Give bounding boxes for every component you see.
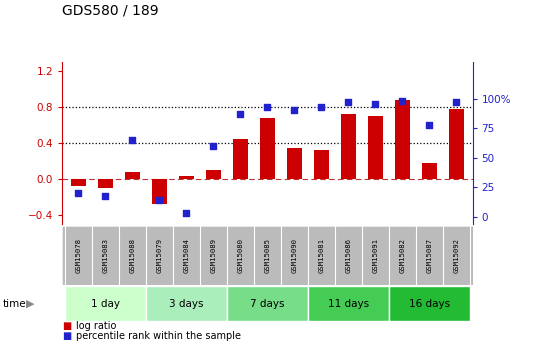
Bar <box>314 150 329 179</box>
Text: GSM15083: GSM15083 <box>102 238 109 273</box>
Point <box>317 105 326 110</box>
Text: 11 days: 11 days <box>328 299 369 308</box>
Bar <box>287 148 302 179</box>
Point <box>236 111 245 117</box>
Text: ▶: ▶ <box>26 299 35 308</box>
Bar <box>179 176 194 179</box>
Text: 16 days: 16 days <box>409 299 450 308</box>
Text: log ratio: log ratio <box>76 321 116 331</box>
Text: GSM15078: GSM15078 <box>75 238 82 273</box>
Point <box>452 100 461 105</box>
Text: ■: ■ <box>62 321 71 331</box>
Bar <box>368 116 383 179</box>
Bar <box>233 139 248 179</box>
Text: GSM15092: GSM15092 <box>453 238 460 273</box>
Bar <box>98 179 113 188</box>
Point <box>263 105 272 110</box>
Bar <box>449 109 464 179</box>
Text: GSM15087: GSM15087 <box>426 238 433 273</box>
Point <box>209 144 218 149</box>
Point <box>74 190 83 196</box>
Bar <box>341 114 356 179</box>
Bar <box>125 172 140 179</box>
Text: GSM15091: GSM15091 <box>372 238 379 273</box>
Text: percentile rank within the sample: percentile rank within the sample <box>76 332 241 341</box>
Text: GSM15086: GSM15086 <box>345 238 352 273</box>
Text: 7 days: 7 days <box>250 299 285 308</box>
Bar <box>395 100 410 179</box>
Text: GDS580 / 189: GDS580 / 189 <box>62 3 159 17</box>
Text: 1 day: 1 day <box>91 299 120 308</box>
Point <box>101 193 110 198</box>
Bar <box>389 286 470 321</box>
Bar <box>206 170 221 179</box>
Point <box>155 198 164 203</box>
Text: ■: ■ <box>62 332 71 341</box>
Text: GSM15085: GSM15085 <box>264 238 271 273</box>
Text: GSM15080: GSM15080 <box>237 238 244 273</box>
Text: GSM15084: GSM15084 <box>183 238 190 273</box>
Point <box>128 137 137 143</box>
Bar <box>227 286 308 321</box>
Bar <box>71 179 86 186</box>
Text: 3 days: 3 days <box>169 299 204 308</box>
Bar <box>152 179 167 205</box>
Text: GSM15079: GSM15079 <box>156 238 163 273</box>
Bar <box>260 118 275 179</box>
Bar <box>65 286 146 321</box>
Point <box>398 99 407 104</box>
Point <box>425 122 434 128</box>
Text: GSM15081: GSM15081 <box>318 238 325 273</box>
Text: GSM15088: GSM15088 <box>129 238 136 273</box>
Point <box>371 101 380 106</box>
Bar <box>308 286 389 321</box>
Text: GSM15089: GSM15089 <box>210 238 217 273</box>
Bar <box>422 163 437 179</box>
Text: GSM15090: GSM15090 <box>291 238 298 273</box>
Bar <box>146 286 227 321</box>
Point <box>182 210 191 216</box>
Text: GSM15082: GSM15082 <box>399 238 406 273</box>
Point <box>344 100 353 105</box>
Text: time: time <box>3 299 26 308</box>
Point <box>290 107 299 112</box>
